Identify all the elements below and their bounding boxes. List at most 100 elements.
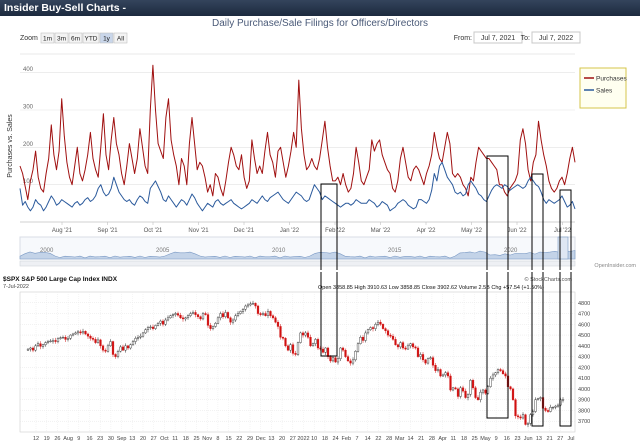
navigator-year-label: 2020 xyxy=(504,248,518,254)
candle xyxy=(244,305,247,310)
candle xyxy=(501,370,505,375)
zoom-button-all[interactable] xyxy=(113,32,128,44)
zoom-button-ytd[interactable] xyxy=(82,32,100,44)
candle xyxy=(489,377,492,387)
bottom-x-axis-ticks: 12 19 26 Aug 9 16 23 30 Sep 13 20 27 Oct 11 18 25 Nov 8 15… xyxy=(33,436,575,442)
from-date-value: Jul 7, 2021 xyxy=(481,35,515,42)
zoom-button-label: All xyxy=(117,36,125,43)
candle xyxy=(356,343,360,352)
candle xyxy=(61,337,65,339)
candle xyxy=(269,311,272,316)
candle xyxy=(494,372,497,376)
candle xyxy=(29,347,32,350)
navigator-area xyxy=(19,250,576,260)
candle xyxy=(91,338,95,340)
from-label: From: xyxy=(454,35,472,42)
date-tick-label: 23 xyxy=(514,436,520,442)
candle xyxy=(51,340,55,342)
insider-filings-chart: Daily Purchase/Sale Filings for Officers… xyxy=(0,16,640,270)
zoom-button-1y[interactable] xyxy=(99,32,114,44)
candle xyxy=(286,345,290,351)
x-tick-label: Oct '21 xyxy=(144,228,163,234)
candle xyxy=(26,348,30,351)
price-tick-label: 4100 xyxy=(578,376,590,382)
date-tick-label: 18 xyxy=(322,436,328,442)
candle xyxy=(34,345,37,351)
date-tick-label: 16 xyxy=(504,436,510,442)
candle xyxy=(399,342,402,348)
candle xyxy=(546,410,550,412)
candle xyxy=(66,338,70,340)
candle xyxy=(526,423,530,425)
candle xyxy=(219,313,222,319)
to-date-input[interactable] xyxy=(531,31,581,44)
x-tick-label: Dec '21 xyxy=(234,228,255,234)
date-tick-label: 30 xyxy=(108,436,114,442)
legend-item-sales[interactable]: Sales xyxy=(596,88,613,95)
zoom-button-1m[interactable] xyxy=(40,32,55,44)
zoom-button-label: YTD xyxy=(85,36,98,43)
zoom-button-6m[interactable] xyxy=(68,32,83,44)
candle xyxy=(84,331,87,335)
candle xyxy=(276,321,280,327)
date-tick-label: 25 xyxy=(472,436,478,442)
candle xyxy=(36,343,40,347)
candle xyxy=(256,305,260,314)
candle xyxy=(129,344,132,349)
price-tick-label: 4000 xyxy=(578,387,590,393)
from-date-input[interactable] xyxy=(473,31,523,44)
candle xyxy=(544,408,547,411)
date-tick-label: Feb xyxy=(342,436,351,442)
candle xyxy=(179,314,182,319)
date-tick-label: Dec xyxy=(256,436,266,442)
candle xyxy=(499,369,502,371)
date-tick-label: 20 xyxy=(140,436,146,442)
navigator-year-label: 2000 xyxy=(40,248,54,254)
candle xyxy=(94,339,97,343)
highlight-box xyxy=(531,272,544,427)
chart-legend: Purchases Sales xyxy=(579,67,627,109)
legend-item-purchases[interactable]: Purchases xyxy=(596,76,627,83)
candle xyxy=(341,347,345,351)
candle xyxy=(299,332,302,343)
candle xyxy=(191,312,195,314)
candle xyxy=(554,405,557,408)
x-tick-label: May '22 xyxy=(461,228,482,234)
candle xyxy=(246,304,250,307)
candle xyxy=(76,331,80,334)
candle xyxy=(204,313,207,315)
candle xyxy=(346,356,350,362)
candle xyxy=(434,365,437,371)
candle xyxy=(294,353,297,355)
to-label: To: xyxy=(521,35,530,42)
price-tick-label: 3900 xyxy=(578,398,590,404)
candle xyxy=(194,312,197,315)
range-navigator[interactable]: 2000 2005 2010 2015 2020 xyxy=(19,236,576,260)
price-plot-area xyxy=(19,291,576,433)
highlight-box xyxy=(559,189,572,270)
candle xyxy=(454,387,457,390)
price-tick-label: 4400 xyxy=(578,344,590,350)
legend-box xyxy=(579,67,627,109)
candle xyxy=(196,314,200,317)
candle xyxy=(296,342,300,355)
candle xyxy=(521,414,525,419)
date-tick-label: 26 xyxy=(54,436,60,442)
candlesticks xyxy=(26,300,565,428)
candle xyxy=(469,380,472,395)
candle xyxy=(59,337,62,339)
ohlc-readout: Open 3858.85 High 3910.63 Low 3858.85 Cl… xyxy=(318,285,544,291)
navigator-selection[interactable] xyxy=(557,236,569,260)
date-tick-label: 21 xyxy=(418,436,424,442)
candle xyxy=(386,330,390,336)
x-tick-label: Nov '21 xyxy=(188,228,209,234)
zoom-button-3m[interactable] xyxy=(54,32,69,44)
navigator-scrollbar[interactable] xyxy=(19,260,576,267)
candle xyxy=(81,331,85,334)
candle xyxy=(74,332,77,335)
date-tick-label: 14 xyxy=(365,436,371,442)
date-tick-label: 23 xyxy=(97,436,103,442)
symbol-line: $SPX S&P 500 Large Cap Index INDX xyxy=(3,276,118,283)
candle xyxy=(444,372,447,376)
highlight-box xyxy=(559,272,572,427)
